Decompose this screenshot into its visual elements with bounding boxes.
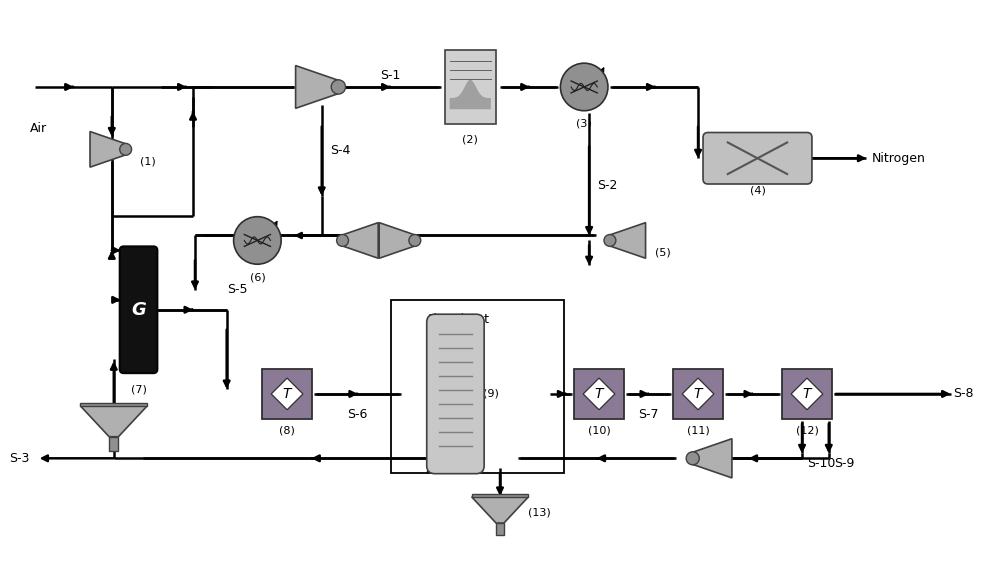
Polygon shape — [791, 378, 823, 410]
Text: (3): (3) — [576, 118, 592, 129]
Text: (13): (13) — [528, 508, 550, 518]
Text: (7): (7) — [131, 384, 146, 394]
Bar — [109, 436, 118, 451]
Polygon shape — [693, 439, 732, 478]
Polygon shape — [343, 223, 378, 259]
FancyBboxPatch shape — [427, 314, 484, 474]
Text: S-10: S-10 — [807, 457, 835, 470]
Text: T: T — [283, 387, 291, 401]
Polygon shape — [80, 406, 147, 436]
Circle shape — [234, 217, 281, 264]
FancyBboxPatch shape — [703, 133, 812, 184]
Polygon shape — [90, 132, 126, 167]
Polygon shape — [682, 378, 714, 410]
Circle shape — [120, 144, 132, 155]
Text: S-6: S-6 — [347, 408, 368, 421]
Text: (5): (5) — [655, 247, 671, 257]
Text: S-4: S-4 — [330, 144, 350, 157]
Circle shape — [409, 235, 421, 247]
FancyBboxPatch shape — [445, 50, 496, 124]
Text: (9): (9) — [483, 389, 499, 399]
Circle shape — [686, 452, 699, 465]
Text: G: G — [131, 301, 146, 319]
Text: (1): (1) — [140, 156, 155, 166]
Text: Absorbent: Absorbent — [426, 313, 490, 326]
Bar — [782, 369, 832, 419]
Text: T: T — [694, 387, 702, 401]
Polygon shape — [296, 66, 338, 108]
Polygon shape — [610, 223, 646, 259]
Text: (11): (11) — [687, 426, 709, 436]
FancyBboxPatch shape — [120, 247, 157, 373]
Circle shape — [560, 63, 608, 111]
Polygon shape — [583, 378, 615, 410]
Text: (2): (2) — [462, 134, 478, 145]
Text: T: T — [803, 387, 811, 401]
Text: (10): (10) — [588, 426, 610, 436]
Text: S-3: S-3 — [9, 452, 30, 465]
Circle shape — [331, 80, 346, 94]
Text: S-9: S-9 — [834, 457, 854, 470]
Text: Nitrogen: Nitrogen — [871, 152, 925, 165]
Text: S-1: S-1 — [380, 69, 400, 82]
Bar — [574, 369, 624, 419]
Text: S-7: S-7 — [638, 408, 659, 421]
Text: (4): (4) — [750, 186, 765, 196]
Bar — [673, 369, 723, 419]
Bar — [80, 403, 147, 406]
Text: S-2: S-2 — [597, 180, 617, 193]
Circle shape — [337, 235, 348, 247]
Bar — [391, 300, 564, 473]
Polygon shape — [271, 378, 303, 410]
Text: T: T — [595, 387, 603, 401]
Text: Air: Air — [30, 122, 47, 134]
Bar — [472, 494, 528, 497]
Circle shape — [604, 235, 616, 247]
Text: (6): (6) — [250, 272, 265, 282]
Polygon shape — [472, 497, 528, 523]
Bar — [496, 523, 504, 535]
Bar — [262, 369, 312, 419]
Polygon shape — [379, 223, 415, 259]
Text: S-8: S-8 — [954, 387, 974, 400]
Text: (12): (12) — [796, 426, 818, 436]
Text: S-5: S-5 — [227, 283, 247, 296]
Text: (8): (8) — [279, 426, 295, 436]
